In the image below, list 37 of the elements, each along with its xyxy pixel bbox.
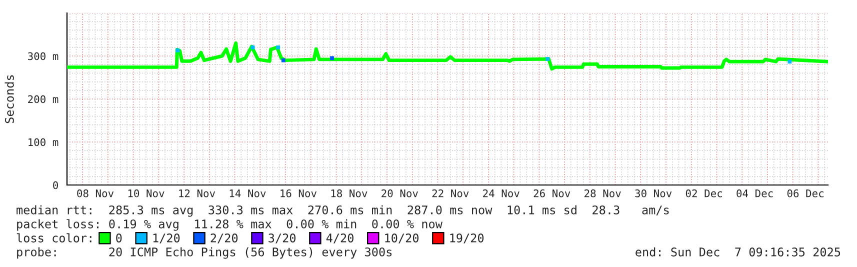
- text: end: Sun Dec 7 09:16:35 2025: [636, 247, 840, 256]
- x-tick-label: 18 Nov: [331, 189, 368, 198]
- x-tick-label: 10 Nov: [128, 189, 164, 198]
- x-tick-label: 12 Nov: [179, 189, 216, 198]
- x-tick-label: 04 Dec: [736, 189, 773, 198]
- x-tick-label: 28 Nov: [584, 189, 621, 198]
- legend-label: 19/20: [450, 234, 484, 244]
- x-tick-label: 30 Nov: [635, 189, 672, 198]
- line-series: [67, 41, 828, 71]
- x-tick-label: 24 Nov: [483, 189, 520, 198]
- x-tick-label: 16 Nov: [280, 189, 316, 198]
- y-tick-label: 300 m: [28, 52, 58, 60]
- y-tick-label: 100 m: [28, 138, 58, 146]
- x-tick-label: 02 Dec: [686, 189, 722, 198]
- legend-label: 0: [116, 234, 122, 242]
- x-tick-label: 26 Nov: [534, 189, 570, 198]
- x-tick-label: 06 Dec: [787, 189, 824, 198]
- point: [788, 60, 792, 64]
- text: packet loss: 0.19 % avg 11.28 % max 0.00 % min 0.00 % now: [17, 219, 442, 231]
- point: [546, 57, 550, 61]
- text: median rtt: 285.3 ms avg 330.3 ms max 270.6 ms min 287.0 ms now 10.1 ms sd 28.3 am/s: [16, 205, 669, 217]
- legend-title: loss color:: [16, 233, 92, 242]
- legend-label: 1/20: [153, 234, 180, 244]
- x-tick-label: 14 Nov: [230, 190, 266, 198]
- point: [281, 58, 286, 62]
- y-tick-label: 0: [53, 181, 58, 190]
- text: probe: 20 ICMP Echo Pings (56 Bytes) every 300s: [17, 247, 392, 259]
- y-tick-label: 200 m: [28, 95, 58, 104]
- y-axis-title: Seconds: [4, 75, 14, 124]
- legend-label: 10/20: [385, 234, 419, 244]
- legend-label: 2/20: [210, 234, 238, 244]
- legend-label: 3/20: [268, 234, 296, 244]
- legend-label: 4/20: [326, 234, 354, 244]
- x-tick-label: 20 Nov: [382, 189, 418, 198]
- point: [330, 56, 334, 60]
- x-tick-label: 22 Nov: [432, 189, 469, 198]
- x-tick-label: 08 Nov: [77, 189, 114, 198]
